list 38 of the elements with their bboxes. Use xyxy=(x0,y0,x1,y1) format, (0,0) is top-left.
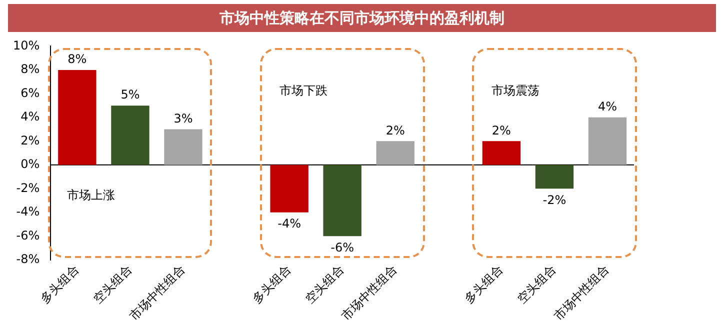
bar xyxy=(376,141,414,165)
y-tick-label: -2% xyxy=(16,180,40,195)
y-tick-label: 10% xyxy=(13,38,40,52)
x-tick-label: 多头组合 xyxy=(462,262,506,306)
y-tick-label: 6% xyxy=(20,86,40,100)
data-label: -4% xyxy=(278,216,301,231)
annotation: 市场震荡 xyxy=(491,83,540,98)
y-tick-label: -6% xyxy=(16,228,40,242)
bar xyxy=(111,106,150,165)
y-tick-label: 2% xyxy=(20,133,40,148)
data-label: 2% xyxy=(492,123,511,138)
annotation: 市场下跌 xyxy=(279,83,328,98)
x-tick-label: 多头组合 xyxy=(250,262,294,306)
bar xyxy=(58,70,96,165)
y-tick-label: -4% xyxy=(16,204,40,219)
bar xyxy=(535,164,574,189)
y-tick-label: 0% xyxy=(20,157,40,172)
y-tick-label: 8% xyxy=(20,62,40,76)
data-label: 4% xyxy=(598,100,618,114)
bar xyxy=(323,164,362,236)
y-tick-label: -8% xyxy=(16,252,40,266)
data-label: 8% xyxy=(68,52,87,66)
annotation: 市场上涨 xyxy=(67,188,116,202)
x-tick-label: 空头组合 xyxy=(514,262,559,306)
bar xyxy=(482,141,521,165)
chart-title: 市场中性策略在不同市场环境中的盈利机制 xyxy=(8,4,716,32)
data-label: -6% xyxy=(330,240,354,254)
x-tick-label: 空头组合 xyxy=(90,262,135,306)
bar xyxy=(164,129,202,165)
data-label: 2% xyxy=(386,123,405,138)
y-tick-label: 4% xyxy=(20,110,40,124)
data-label: 5% xyxy=(120,88,140,102)
x-tick-label: 多头组合 xyxy=(38,262,82,306)
x-tick-label: 空头组合 xyxy=(302,262,347,306)
bar xyxy=(270,164,308,212)
bar xyxy=(588,117,627,165)
data-label: 3% xyxy=(174,111,193,126)
data-label: -2% xyxy=(542,192,566,207)
